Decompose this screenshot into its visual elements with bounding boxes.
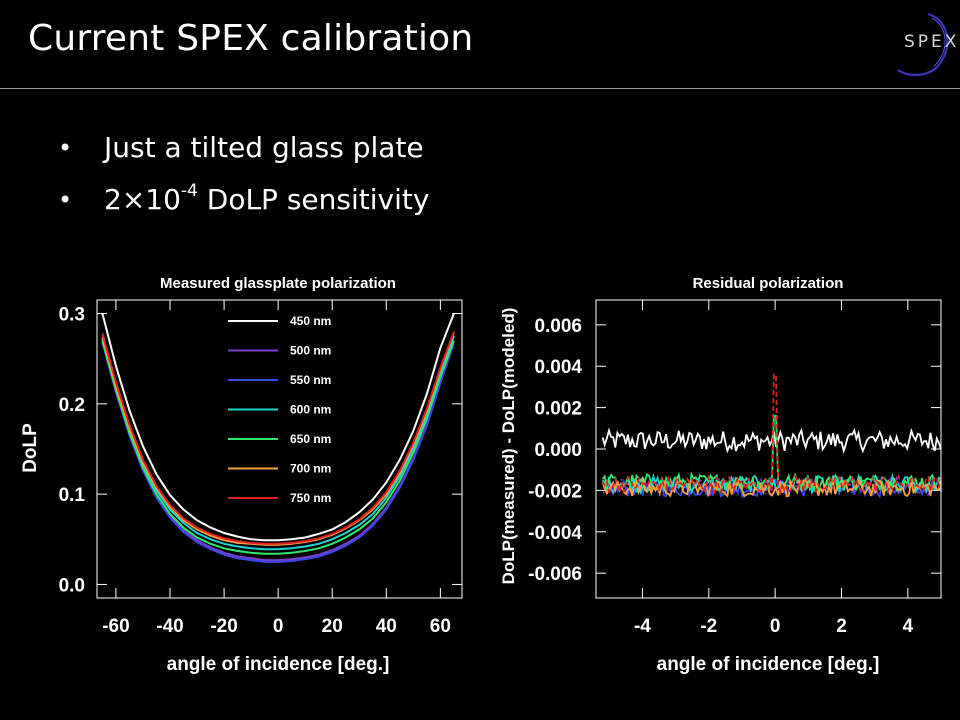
bullet-text-prefix: 2×10 [104, 183, 181, 216]
chart1-xlabel: angle of incidence [deg.] [167, 654, 390, 675]
chart1-series-line [101, 342, 455, 563]
chart1-legend-label: 450 nm [290, 314, 331, 328]
chart2-title: Residual polarization [693, 275, 844, 292]
bullet-exponent: -4 [180, 181, 198, 201]
bullet-text: Just a tilted glass plate [104, 131, 424, 164]
chart1-series-line [101, 340, 455, 562]
title-divider [0, 88, 960, 89]
chart2-xtick-label: 0 [770, 616, 781, 637]
chart2-ylabel: DoLP(measured) - DoLP(modeled) [499, 308, 518, 585]
chart1-legend-label: 500 nm [290, 344, 331, 358]
chart1-ytick-label: 0.2 [59, 395, 85, 416]
bullet-icon: • [58, 186, 73, 214]
chart1-title: Measured glassplate polarization [160, 275, 396, 292]
chart1-legend-label: 700 nm [290, 462, 331, 476]
bullet-icon: • [58, 134, 73, 162]
chart2-ytick-label: 0.000 [534, 440, 582, 461]
glassplate-polarization-chart: Measured glassplate polarization DoLP an… [20, 275, 463, 675]
chart2-series-line [601, 427, 942, 455]
chart1-plot-frame [96, 299, 463, 599]
bullet-list: • Just a tilted glass plate • 2×10-4 DoL… [58, 128, 429, 232]
logo-text: SPEX [904, 32, 960, 52]
chart1-legend-label: 750 nm [290, 491, 331, 505]
chart1-series-line [101, 331, 455, 545]
slide-title: Current SPEX calibration [28, 18, 474, 59]
bullet-text-suffix: DoLP sensitivity [197, 183, 430, 216]
chart1-ytick-label: 0.1 [59, 485, 86, 506]
chart2-ytick-label: 0.002 [534, 399, 582, 420]
chart1-ylabel: DoLP [20, 423, 41, 473]
chart1-series-line [101, 313, 455, 542]
chart2-xtick-label: 2 [836, 616, 847, 637]
chart2-ytick-label: -0.004 [528, 523, 582, 544]
chart1-xtick-label: -60 [102, 616, 129, 637]
chart1-ytick-label: 0.3 [59, 305, 85, 326]
chart1-series-line [101, 332, 455, 546]
chart1-ytick-label: 0.0 [59, 575, 85, 596]
chart1-xtick-label: 60 [430, 616, 451, 637]
chart1-legend-label: 600 nm [290, 403, 331, 417]
chart1-legend-label: 650 nm [290, 432, 331, 446]
chart1-series-line [101, 340, 455, 555]
chart1-xtick-label: 0 [273, 616, 284, 637]
residual-polarization-chart: Residual polarization DoLP(measured) - D… [499, 275, 942, 675]
chart2-ytick-label: 0.006 [534, 316, 582, 337]
chart1-legend-label: 550 nm [290, 373, 331, 387]
chart2-xtick-label: -4 [634, 616, 651, 637]
chart2-ytick-label: -0.006 [528, 564, 582, 585]
chart1-series-line [101, 335, 455, 551]
chart2-xlabel: angle of incidence [deg.] [657, 654, 880, 675]
spex-logo-icon [897, 12, 949, 77]
chart2-ytick-label: -0.002 [528, 481, 582, 502]
chart2-xtick-label: -2 [700, 616, 717, 637]
chart1-xtick-label: -40 [156, 616, 183, 637]
bullet-item: • Just a tilted glass plate [58, 128, 429, 180]
chart2-plot-frame [595, 299, 942, 599]
chart1-xtick-label: 20 [322, 616, 343, 637]
chart2-ytick-label: 0.004 [534, 357, 582, 378]
chart2-series-line [601, 373, 942, 496]
chart1-xtick-label: 40 [376, 616, 397, 637]
bullet-item: • 2×10-4 DoLP sensitivity [58, 180, 429, 232]
chart1-xtick-label: -20 [210, 616, 237, 637]
chart2-xtick-label: 4 [903, 616, 914, 637]
